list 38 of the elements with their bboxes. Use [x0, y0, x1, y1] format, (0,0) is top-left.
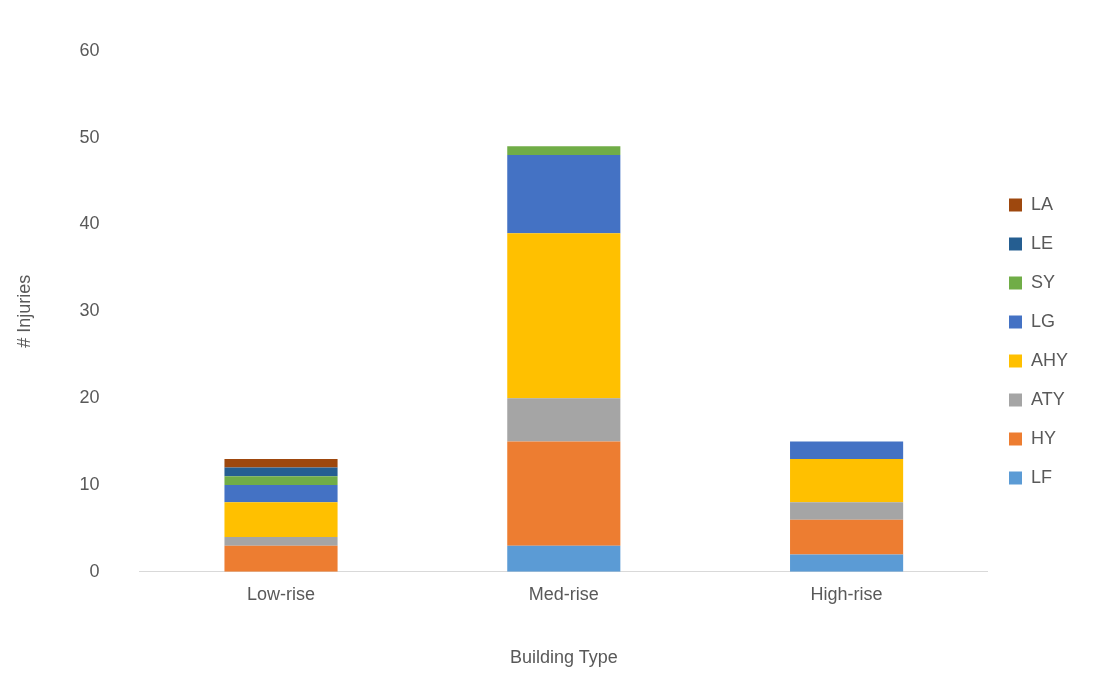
bar [790, 554, 904, 572]
y-tick-label: 60 [79, 39, 100, 60]
legend-label: ATY [1030, 388, 1065, 409]
y-tick-label: 10 [79, 473, 100, 494]
legend-label: LA [1030, 193, 1054, 214]
bar [224, 545, 338, 572]
legend-label: AHY [1030, 349, 1068, 370]
bar [790, 502, 904, 520]
x-axis-title: Building Type [509, 647, 618, 668]
x-tick-label: Low-rise [247, 583, 316, 604]
bar [790, 519, 904, 555]
bar [507, 398, 621, 442]
y-tick-label: 0 [89, 560, 100, 581]
legend-label: LE [1030, 232, 1054, 253]
legend-label: LF [1030, 466, 1052, 487]
legend-label: SY [1030, 271, 1055, 292]
legend-label: LG [1030, 310, 1055, 331]
y-tick-label: 20 [79, 387, 100, 408]
y-tick-label: 30 [79, 300, 100, 321]
bar [507, 155, 621, 234]
y-tick-label: 40 [79, 213, 100, 234]
x-tick-label: Med-rise [528, 583, 599, 604]
legend-label: HY [1030, 427, 1056, 448]
bar [507, 146, 621, 155]
bar [224, 458, 338, 468]
bar [790, 458, 904, 503]
bar [224, 467, 338, 477]
bar [507, 441, 621, 546]
y-axis-title: # Injuries [13, 274, 34, 348]
bar [507, 545, 621, 572]
bar [224, 484, 338, 503]
x-tick-label: High-rise [810, 583, 883, 604]
y-tick-label: 50 [79, 126, 100, 147]
bar [224, 476, 338, 485]
bar [507, 233, 621, 399]
bar [224, 502, 338, 538]
bar [790, 441, 904, 459]
bar [224, 537, 338, 546]
